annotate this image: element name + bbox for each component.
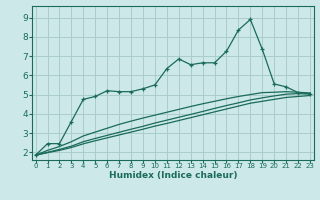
X-axis label: Humidex (Indice chaleur): Humidex (Indice chaleur) xyxy=(108,171,237,180)
